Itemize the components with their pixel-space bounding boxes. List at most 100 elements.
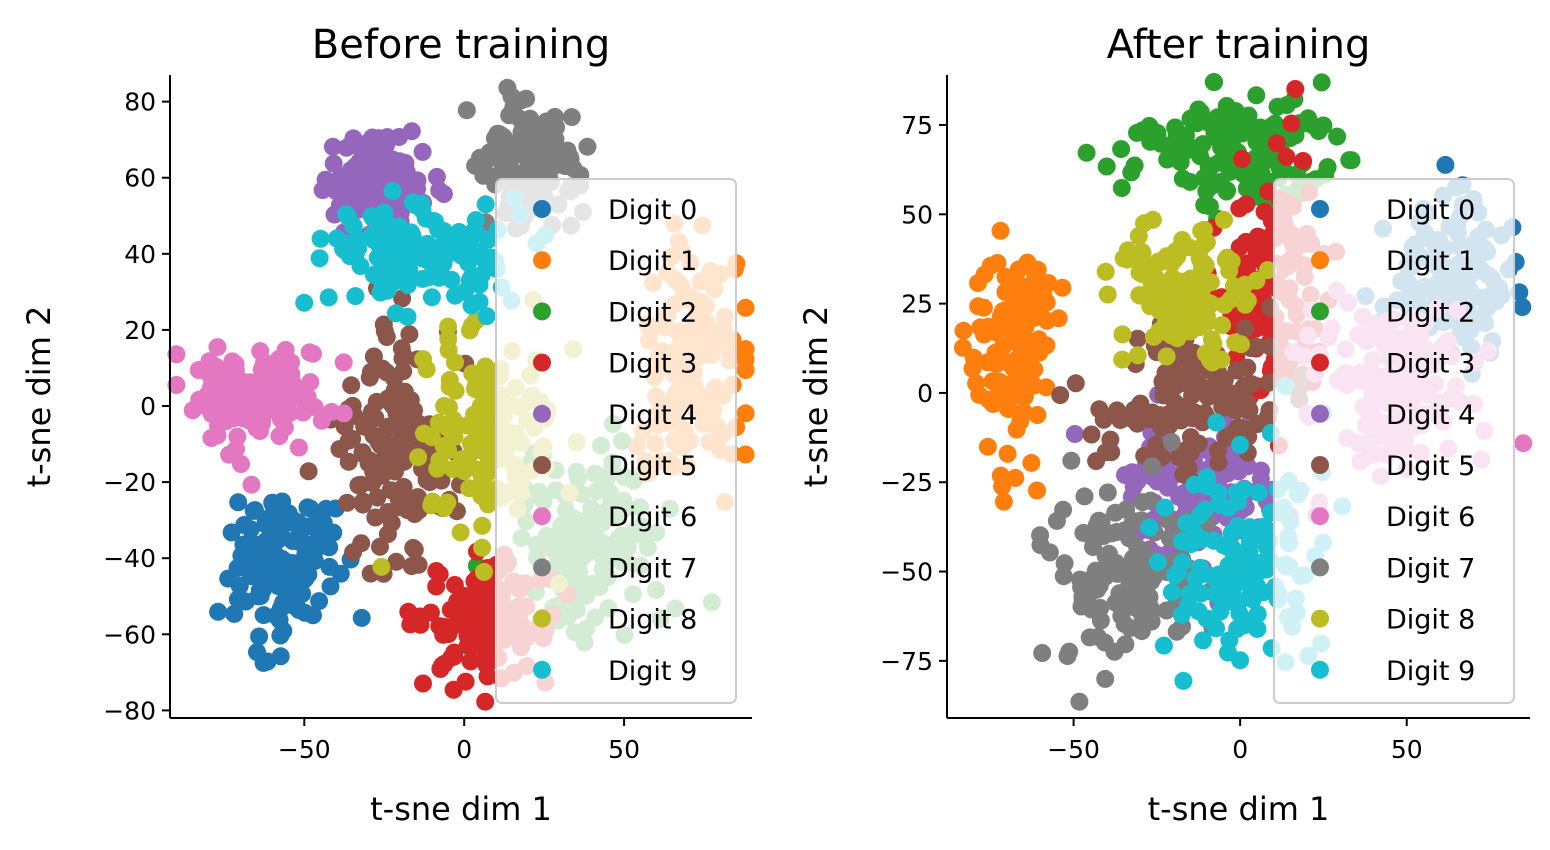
data-point [1181,322,1200,341]
before-training-series-0 [209,492,371,672]
data-point [352,608,371,627]
data-point [304,606,322,625]
y-tick-label: −40 [103,544,156,573]
data-point [269,530,288,549]
data-point [334,353,353,372]
data-point [446,381,465,400]
data-point [299,462,318,481]
data-point [1222,524,1241,543]
data-point [296,544,315,563]
data-point [999,395,1018,414]
legend-label: Digit 1 [1386,246,1475,277]
data-point [372,557,391,576]
legend-marker [1311,302,1329,321]
data-point [1125,156,1144,175]
data-point [463,364,482,383]
data-point [382,514,401,532]
data-point [1066,374,1085,393]
data-point [469,599,488,618]
data-point [990,380,1009,399]
data-point [317,499,336,518]
data-point [354,495,372,514]
data-point [420,473,439,492]
data-point [453,450,471,469]
data-point [1180,287,1199,306]
data-point [1162,432,1181,451]
data-point [1051,386,1070,405]
data-point [467,629,486,647]
data-point [401,615,420,634]
data-point [1018,309,1037,327]
data-point [1028,406,1047,424]
data-point [1202,567,1221,586]
after-training-panel: −50 0 50 −75 −50 −25 0 25 50 75 After training t… [797,22,1533,828]
data-point [1143,210,1162,229]
data-point [736,298,755,317]
data-point [1087,452,1106,471]
before-training-xlabel: t-sne dim 1 [370,790,552,828]
data-point [271,409,290,428]
data-point [1037,378,1056,397]
data-point [519,117,538,136]
y-tick-label: 75 [901,111,933,140]
data-point [1160,405,1179,424]
data-point [321,577,340,596]
data-point [343,429,362,448]
data-point [1003,306,1022,325]
legend-label: Digit 8 [1386,605,1475,636]
data-point [464,222,482,241]
data-point [369,215,387,233]
data-point [254,606,273,625]
data-point [477,307,496,326]
data-point [558,141,577,160]
data-point [183,401,202,420]
data-point [476,692,495,711]
before-training-title: Before training [312,22,610,68]
data-point [1018,378,1037,397]
data-point [1197,233,1216,252]
data-point [1221,577,1240,596]
data-point [1436,155,1455,174]
data-point [430,181,449,200]
data-point [371,537,389,556]
data-point [340,190,359,209]
data-point [1224,277,1243,296]
data-point [386,271,405,290]
data-point [286,556,305,575]
data-point [1028,481,1046,500]
data-point [1209,453,1228,472]
data-point [736,404,755,423]
data-point [380,445,399,464]
y-tick-label: 0 [917,379,933,408]
data-point [1087,516,1106,535]
data-point [311,229,330,248]
data-point [1028,260,1047,279]
legend-box [495,178,737,704]
data-point [1207,413,1226,432]
data-point [1155,498,1174,517]
data-point [289,513,308,532]
data-point [1195,168,1214,187]
data-point [478,464,497,483]
data-point [1242,375,1261,394]
legend-marker [1311,251,1329,270]
data-point [426,242,445,261]
data-point [987,355,1006,373]
data-point [271,647,290,666]
legend-label: Digit 8 [608,605,697,636]
legend-label: Digit 4 [608,400,697,431]
data-point [1161,465,1180,484]
data-point [1017,345,1036,364]
data-point [1236,232,1255,251]
y-tick-label: 40 [124,240,156,269]
data-point [1170,488,1189,507]
data-point [1213,316,1231,335]
data-point [225,604,244,623]
data-point [427,562,446,580]
data-point [1277,96,1296,115]
data-point [445,643,464,662]
data-point [1162,583,1181,602]
data-point [413,142,432,161]
data-point [405,171,424,190]
